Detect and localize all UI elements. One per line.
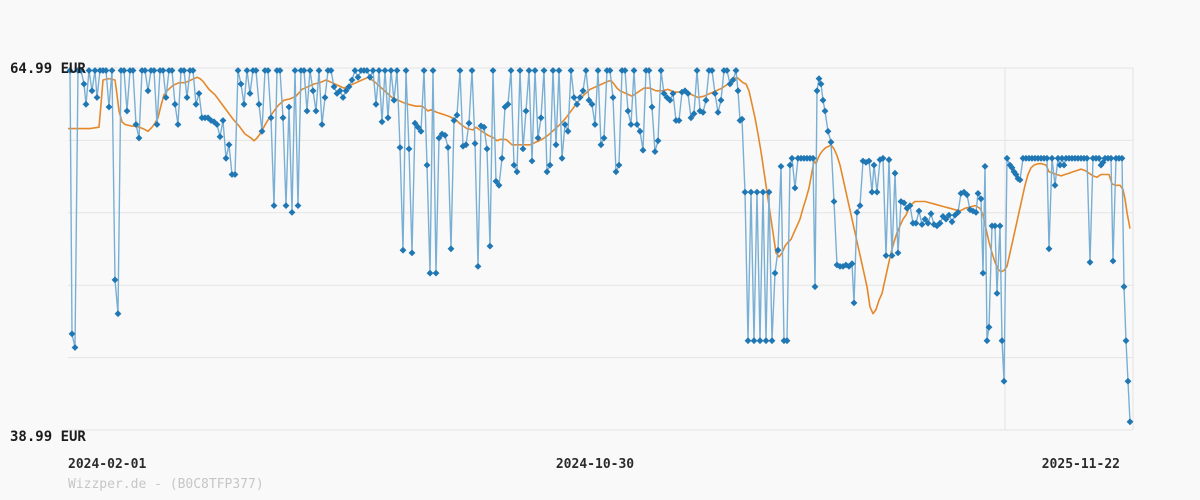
y-axis-max-label: 64.99 EUR — [10, 61, 86, 77]
x-axis-mid-date: 2024-10-30 — [555, 457, 635, 472]
x-axis-start-date: 2024-02-01 — [68, 457, 147, 472]
price-line-with-markers — [66, 67, 1134, 426]
y-axis-min-label: 38.99 EUR — [10, 429, 86, 445]
grid-lines — [68, 67, 1134, 431]
watermark-product-id: Wizzper.de - (B0C8TFP377) — [68, 477, 264, 492]
x-axis-end-date: 2025-11-22 — [1041, 457, 1120, 472]
average-price-line — [68, 76, 1131, 315]
